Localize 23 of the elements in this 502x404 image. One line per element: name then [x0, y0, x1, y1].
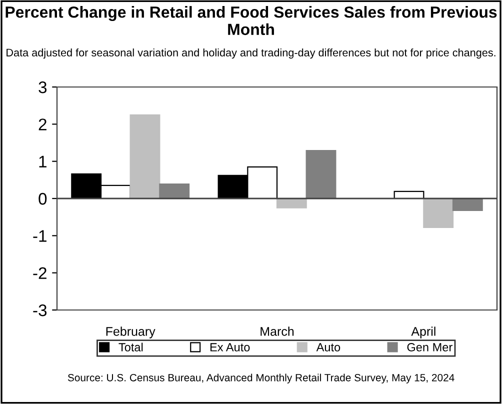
x-tick-label: March [260, 326, 294, 336]
y-tick-label: -2 [33, 267, 46, 279]
y-tick-label: 2 [38, 118, 46, 130]
bar [452, 198, 483, 211]
y-tick-label: -3 [33, 304, 47, 316]
source-note: Source: U.S. Census Bureau, Advanced Monthly Retail Trade Survey, May 15, 2024 [68, 374, 454, 384]
bar [423, 198, 454, 228]
bar [130, 114, 160, 200]
bar [276, 198, 307, 208]
bar [159, 183, 190, 200]
y-tick-label: 3 [38, 81, 47, 94]
x-tick-label: April [411, 326, 436, 338]
x-tick-label: February [106, 326, 156, 338]
y-tick-label: 1 [39, 156, 46, 168]
legend-label: Auto [316, 343, 340, 352]
chart-title: Percent Change in Retail and Food Services Sales from Previous Month [6, 6, 497, 36]
bar [306, 150, 336, 200]
legend-label: Gen Mer [407, 343, 452, 352]
y-tick-label: 0 [38, 192, 47, 205]
legend-label: Ex Auto [210, 343, 250, 352]
y-tick-label: -1 [33, 230, 46, 242]
chart-subtitle: Data adjusted for seasonal variation and holiday and trading-day differences but not for price changes. [6, 48, 496, 59]
legend-label: Total [118, 342, 143, 352]
